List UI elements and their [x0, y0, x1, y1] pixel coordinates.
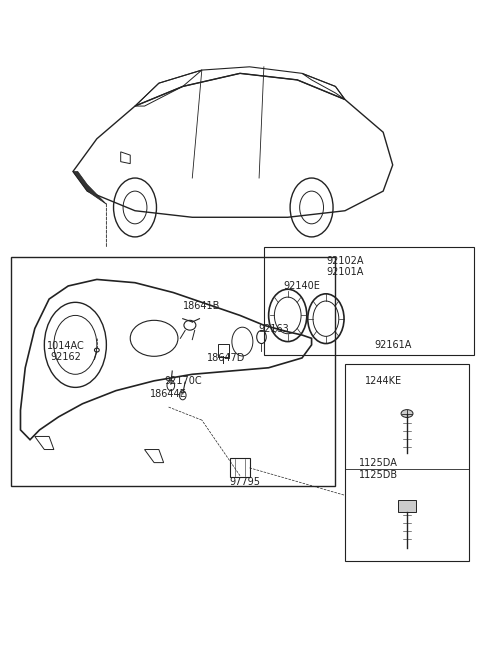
Text: 18644E: 18644E: [150, 389, 187, 399]
Text: 1125DA
1125DB: 1125DA 1125DB: [359, 459, 398, 480]
FancyBboxPatch shape: [398, 500, 416, 512]
Ellipse shape: [401, 409, 413, 417]
Text: 92140E: 92140E: [284, 281, 321, 291]
Text: 1014AC
92162: 1014AC 92162: [47, 340, 84, 362]
Polygon shape: [73, 171, 107, 204]
Text: 18647D: 18647D: [206, 353, 245, 363]
Text: 92102A
92101A: 92102A 92101A: [326, 256, 364, 277]
Text: 18641B: 18641B: [183, 301, 220, 311]
Text: 97795: 97795: [229, 477, 260, 487]
Text: 92163: 92163: [258, 323, 289, 334]
Text: 92170C: 92170C: [164, 376, 202, 386]
Text: 92161A: 92161A: [374, 340, 411, 350]
Text: 1244KE: 1244KE: [365, 376, 402, 386]
